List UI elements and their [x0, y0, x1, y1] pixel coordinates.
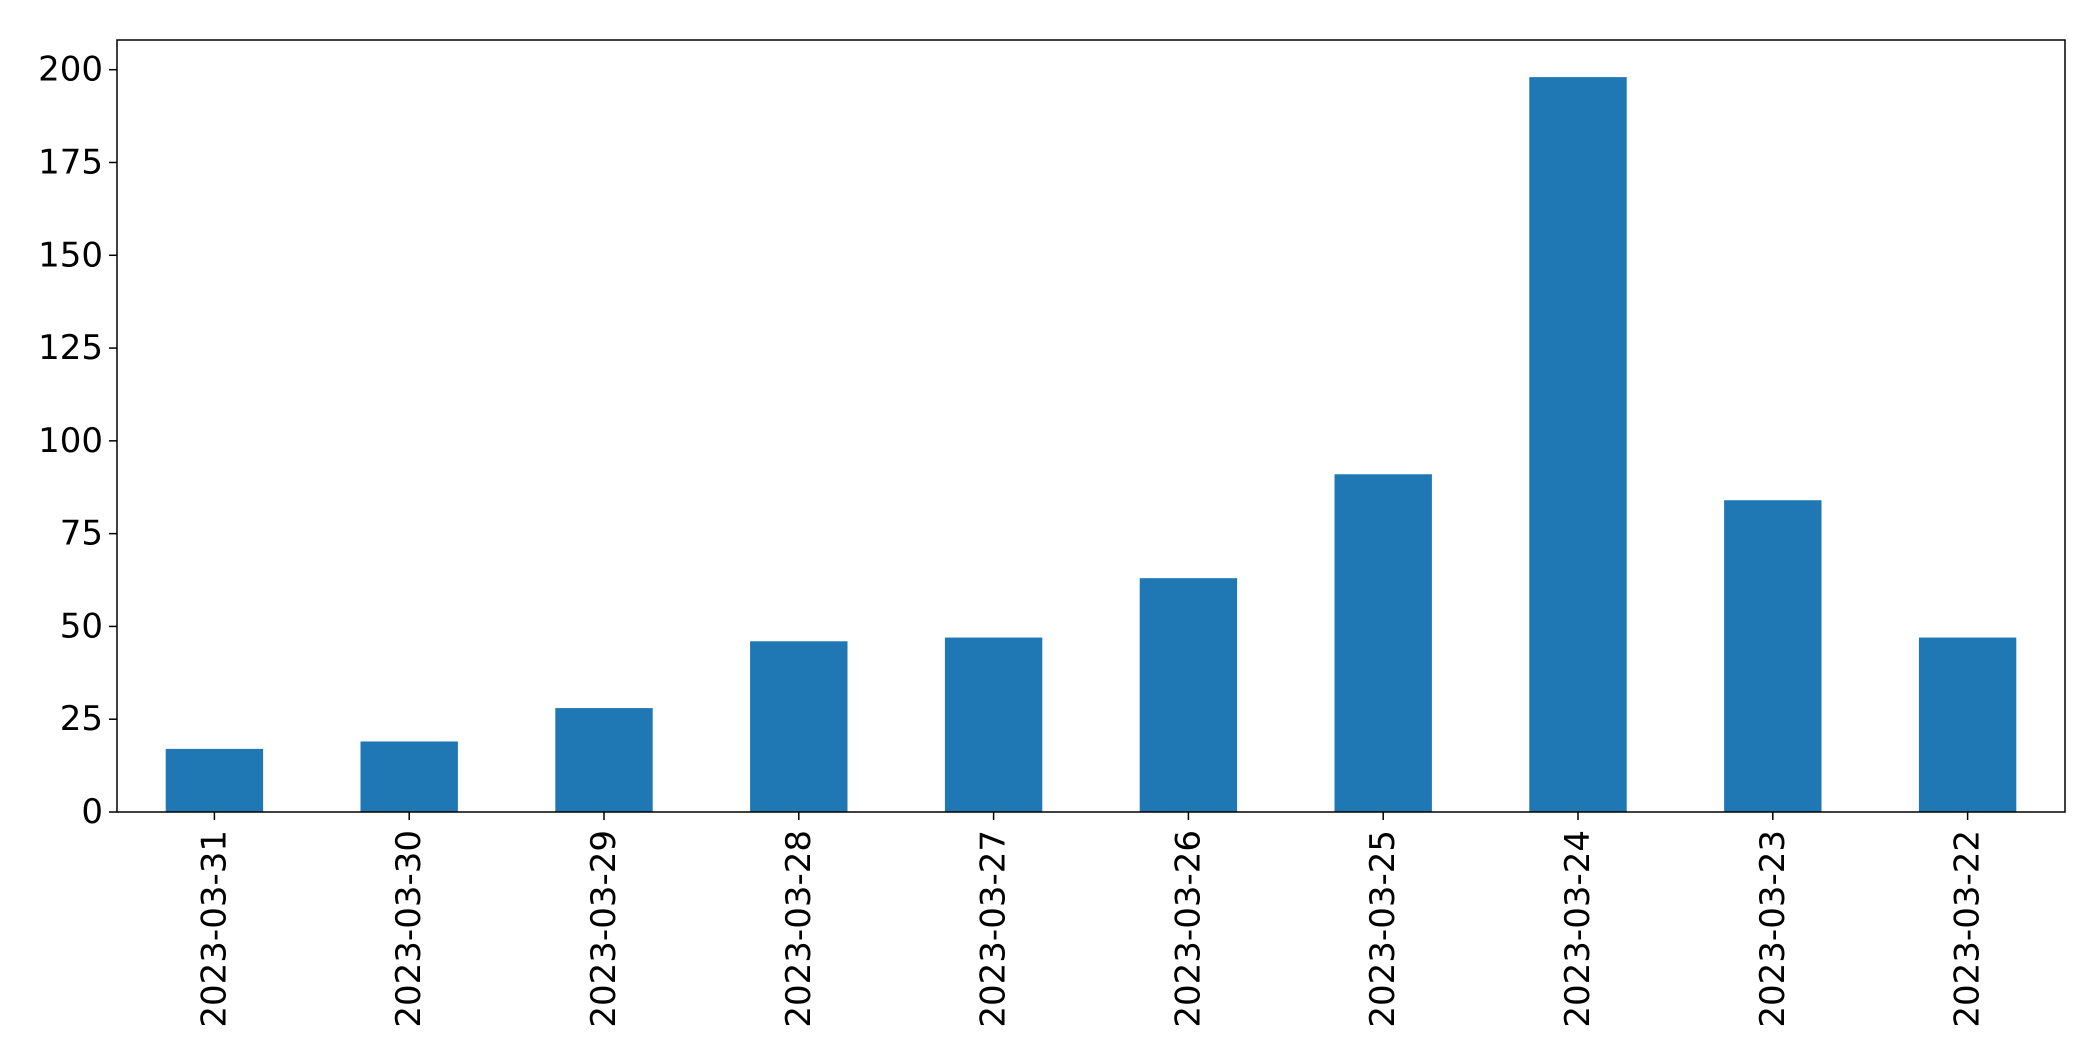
- bar-2023-03-30: [360, 741, 458, 812]
- bar-2023-03-27: [944, 637, 1043, 812]
- plot-frame: [116, 39, 2066, 813]
- y-tick-label: 25: [60, 699, 103, 739]
- x-axis: 2023-03-31 2023-03-30 2023-03-29 2023-03-28…: [194, 812, 1988, 1028]
- x-tick-label: 2023-03-24: [1558, 830, 1598, 1028]
- x-tick-label: 2023-03-23: [1753, 830, 1793, 1028]
- x-tick-label: 2023-03-29: [584, 830, 624, 1028]
- x-tick-label: 2023-03-22: [1948, 830, 1988, 1028]
- y-tick-label: 150: [38, 235, 103, 275]
- bars: [165, 77, 2017, 813]
- bar-2023-03-22: [1918, 637, 2017, 812]
- y-tick-label: 50: [60, 606, 103, 646]
- bar-2023-03-25: [1334, 474, 1432, 812]
- x-tick-label: 2023-03-27: [974, 830, 1014, 1028]
- y-tick-label: 100: [38, 421, 103, 461]
- x-tick-label: 2023-03-26: [1168, 830, 1208, 1028]
- bar-2023-03-26: [1139, 578, 1238, 812]
- x-tick-label: 2023-03-30: [389, 830, 429, 1028]
- bar-2023-03-31: [165, 748, 264, 812]
- y-tick-label: 125: [38, 328, 103, 368]
- y-axis: 0 25 50 75 100 125 150 175 200: [38, 50, 117, 832]
- x-tick-label: 2023-03-31: [194, 830, 234, 1028]
- bar-2023-03-29: [555, 708, 653, 812]
- x-tick-label: 2023-03-28: [779, 830, 819, 1028]
- bar-2023-03-23: [1724, 500, 1822, 812]
- bar-2023-03-24: [1529, 77, 1627, 813]
- y-tick-label: 200: [38, 50, 103, 90]
- y-tick-label: 75: [60, 514, 103, 554]
- y-tick-label: 175: [38, 142, 103, 182]
- x-tick-label: 2023-03-25: [1363, 830, 1403, 1028]
- y-tick-label: 0: [81, 792, 103, 832]
- bar-2023-03-28: [750, 641, 848, 812]
